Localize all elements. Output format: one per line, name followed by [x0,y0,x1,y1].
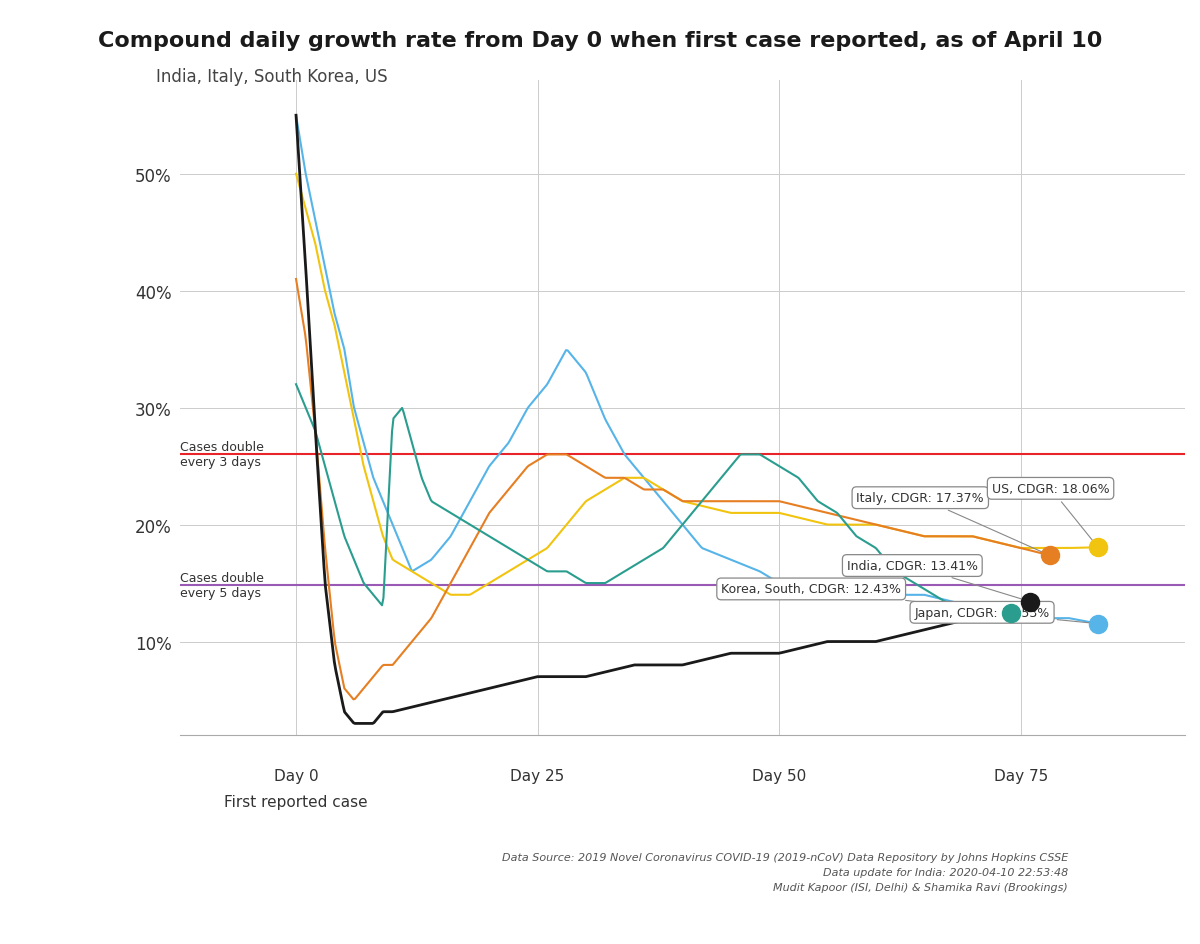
Text: India, CDGR: 13.41%: India, CDGR: 13.41% [847,560,1027,601]
Text: Italy, CDGR: 17.37%: Italy, CDGR: 17.37% [857,492,1048,555]
Text: Data Source: 2019 Novel Coronavirus COVID-19 (2019-nCoV) Data Repository by John: Data Source: 2019 Novel Coronavirus COVI… [502,852,1068,892]
Text: Korea, South, CDGR: 12.43%: Korea, South, CDGR: 12.43% [721,582,1008,614]
Text: Japan, CDGR: 11.53%: Japan, CDGR: 11.53% [914,606,1096,624]
Text: Cases double
every 5 days: Cases double every 5 days [180,571,264,598]
Text: India, Italy, South Korea, US: India, Italy, South Korea, US [156,68,388,86]
Text: Day 0: Day 0 [274,768,318,783]
Text: Cases double
every 3 days: Cases double every 3 days [180,441,264,468]
Text: First reported case: First reported case [224,794,368,809]
Text: Compound daily growth rate from Day 0 when first case reported, as of April 10: Compound daily growth rate from Day 0 wh… [98,31,1102,51]
Text: US, CDGR: 18.06%: US, CDGR: 18.06% [991,482,1109,546]
Text: Day 50: Day 50 [752,768,806,783]
Text: Day 25: Day 25 [510,768,565,783]
Text: Day 75: Day 75 [994,768,1048,783]
